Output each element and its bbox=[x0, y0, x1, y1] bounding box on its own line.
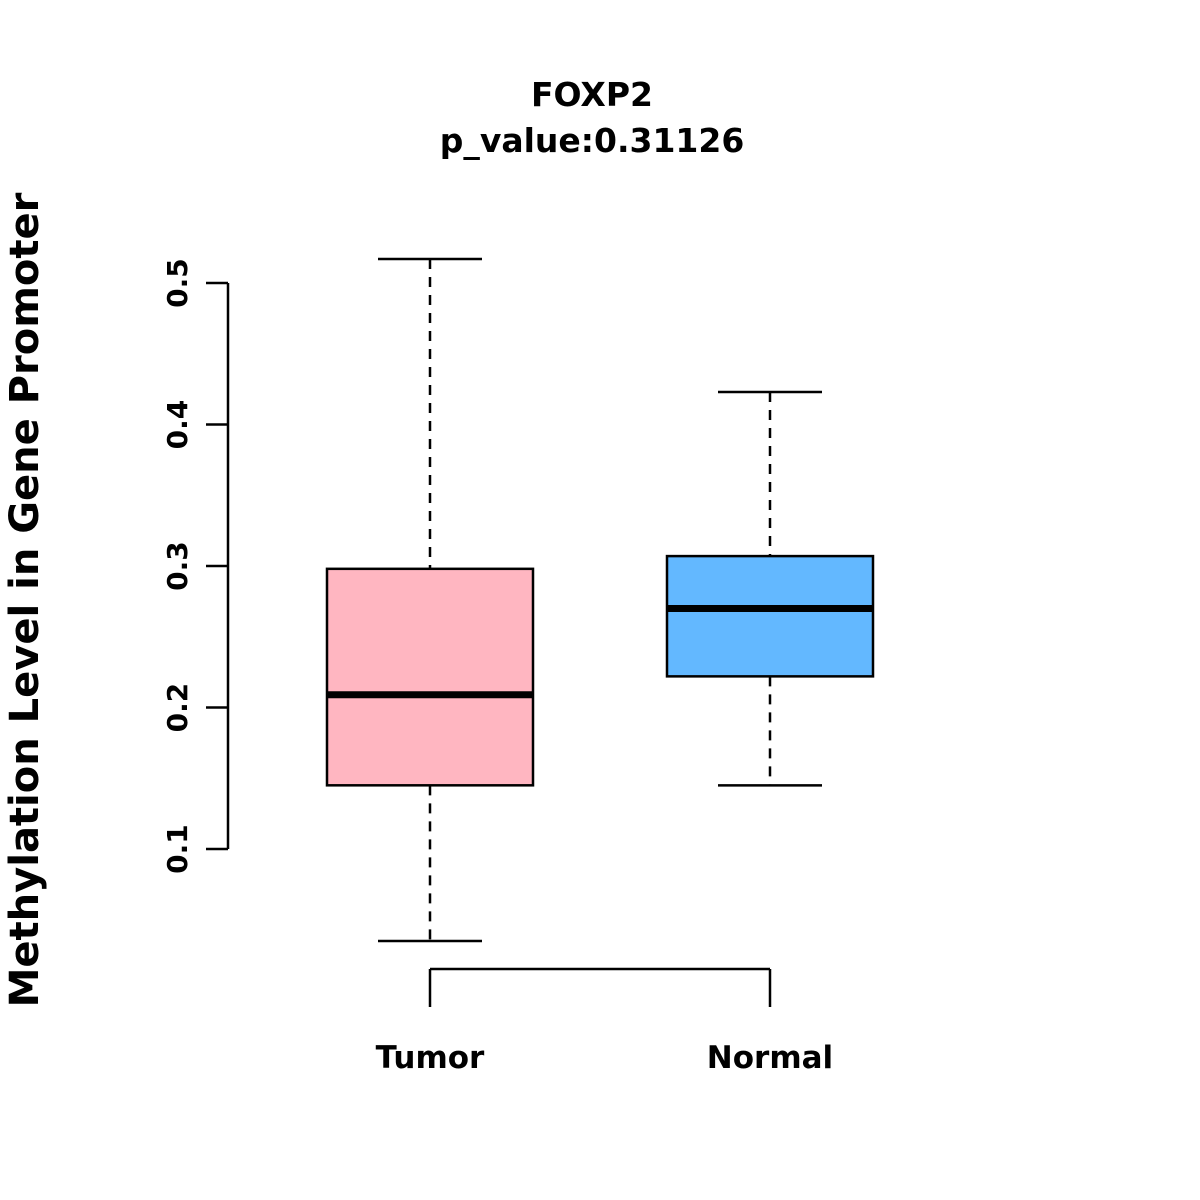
normal-box bbox=[665, 554, 875, 678]
chart-subtitle: p_value:0.31126 bbox=[440, 121, 745, 160]
y-axis-tick-label: 0.1 bbox=[161, 824, 194, 874]
y-axis-tick-label: 0.4 bbox=[161, 400, 194, 450]
y-axis-tick-label: 0.3 bbox=[161, 541, 194, 591]
normal-category-label: Normal bbox=[707, 1040, 833, 1076]
plot-content: 0.1 0.2 0.3 0.4 0.5 Tumor Normal bbox=[161, 257, 875, 1076]
y-axis-label: Methylation Level in Gene Promoter bbox=[2, 192, 48, 1007]
y-axis-tick-label: 0.5 bbox=[161, 258, 194, 308]
y-axis-tick-label: 0.2 bbox=[161, 683, 194, 733]
chart-title: FOXP2 bbox=[531, 75, 653, 114]
tumor-category-label: Tumor bbox=[376, 1040, 485, 1076]
tumor-box bbox=[325, 567, 535, 787]
